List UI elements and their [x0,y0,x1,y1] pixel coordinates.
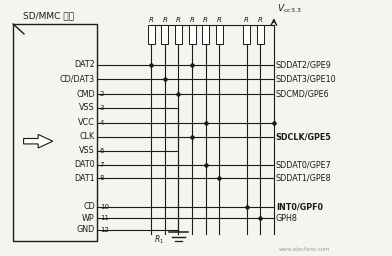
Text: CD: CD [83,202,95,211]
Bar [243,25,250,44]
Text: 2: 2 [100,91,104,97]
Polygon shape [24,134,53,148]
Text: R: R [176,17,181,23]
Text: www.elecfans.com: www.elecfans.com [279,247,331,252]
Text: SD/MMC 卡座: SD/MMC 卡座 [23,11,74,20]
Text: $R_1$: $R_1$ [154,234,164,246]
Text: SDDAT0/GPE7: SDDAT0/GPE7 [276,160,332,169]
Text: 3: 3 [100,105,104,111]
Bar [162,25,169,44]
Text: R: R [244,17,249,23]
Bar [202,25,209,44]
Bar [175,25,182,44]
Text: R: R [190,17,194,23]
Bar [148,25,155,44]
Text: CMD: CMD [76,90,95,99]
Text: R: R [258,17,263,23]
Text: CLK: CLK [80,132,95,141]
Text: 10: 10 [100,204,109,209]
Text: R: R [203,17,208,23]
Text: R: R [217,17,222,23]
Text: DAT2: DAT2 [74,60,95,69]
Text: R: R [149,17,154,23]
Text: R: R [162,17,167,23]
Text: INT0/GPF0: INT0/GPF0 [276,202,323,211]
Text: WP: WP [82,214,95,223]
Text: VCC: VCC [78,118,95,127]
Text: GPH8: GPH8 [276,214,298,223]
Text: VSS: VSS [79,103,95,112]
Text: 7: 7 [100,162,104,168]
Bar [216,25,223,44]
Text: VSS: VSS [79,146,95,155]
Text: 4: 4 [100,120,104,126]
Text: CD/DAT3: CD/DAT3 [60,75,95,84]
Text: DAT0: DAT0 [74,160,95,169]
Bar [257,25,264,44]
Bar [13,24,97,241]
Text: SDCLK/GPE5: SDCLK/GPE5 [276,132,332,141]
Text: $V_{cc3.3}$: $V_{cc3.3}$ [277,3,301,15]
Text: SDDAT3/GPE10: SDDAT3/GPE10 [276,75,336,84]
Text: 12: 12 [100,227,109,233]
Bar [189,25,196,44]
Text: 11: 11 [100,215,109,221]
Text: DAT1: DAT1 [74,174,95,183]
Text: SDDAT2/GPE9: SDDAT2/GPE9 [276,60,332,69]
Text: GND: GND [76,226,95,234]
Text: 8: 8 [100,175,104,181]
Text: SDDAT1/GPE8: SDDAT1/GPE8 [276,174,331,183]
Text: 6: 6 [100,147,104,154]
Text: SDCMD/GPE6: SDCMD/GPE6 [276,90,329,99]
